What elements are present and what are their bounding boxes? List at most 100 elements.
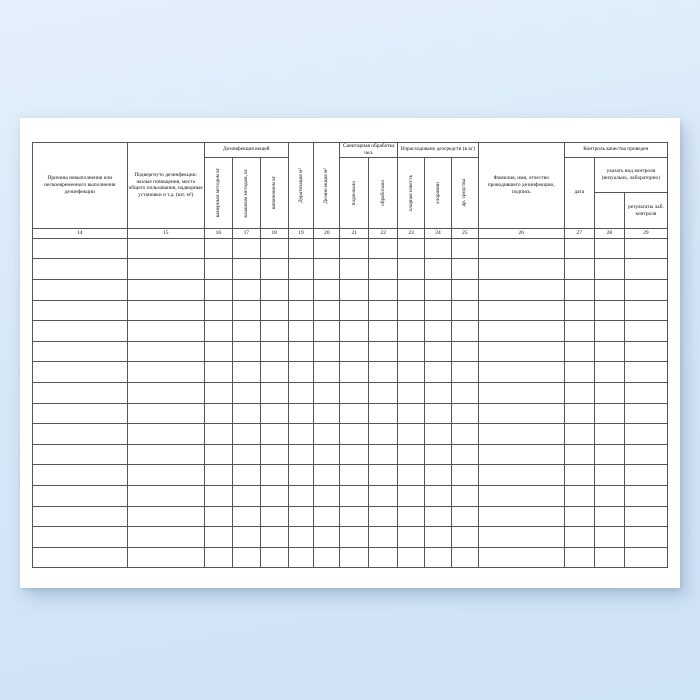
table-cell[interactable] [368, 340, 399, 363]
table-cell[interactable] [259, 279, 289, 301]
table-cell[interactable] [313, 484, 341, 507]
table-cell[interactable] [259, 484, 289, 507]
table-cell[interactable] [450, 464, 479, 486]
table-cell[interactable] [593, 546, 625, 569]
table-cell[interactable] [593, 464, 625, 486]
table-cell[interactable] [623, 464, 669, 486]
table-cell[interactable] [287, 546, 315, 569]
table-cell[interactable] [593, 484, 625, 507]
table-cell[interactable] [203, 237, 233, 260]
table-cell[interactable] [424, 505, 452, 528]
table-cell[interactable] [563, 484, 595, 507]
table-cell[interactable] [259, 361, 289, 383]
table-cell[interactable] [231, 526, 261, 548]
table-cell[interactable] [126, 299, 205, 322]
table-cell[interactable] [313, 505, 341, 528]
table-cell[interactable] [287, 381, 315, 404]
table-row[interactable] [32, 402, 669, 425]
table-cell[interactable] [313, 361, 341, 383]
table-cell[interactable] [623, 484, 669, 507]
table-cell[interactable] [563, 505, 595, 528]
table-cell[interactable] [313, 299, 341, 322]
table-cell[interactable] [259, 526, 289, 548]
table-cell[interactable] [593, 505, 625, 528]
table-cell[interactable] [397, 299, 426, 322]
table-row[interactable] [32, 381, 669, 404]
table-cell[interactable] [450, 237, 479, 260]
table-cell[interactable] [313, 443, 341, 466]
table-cell[interactable] [368, 237, 399, 260]
table-cell[interactable] [231, 258, 261, 280]
table-cell[interactable] [424, 484, 452, 507]
table-cell[interactable] [424, 381, 452, 404]
table-cell[interactable] [477, 340, 565, 363]
table-cell[interactable] [313, 423, 341, 445]
table-cell[interactable] [231, 443, 261, 466]
table-cell[interactable] [126, 279, 205, 301]
table-cell[interactable] [126, 484, 205, 507]
table-cell[interactable] [231, 402, 261, 425]
table-cell[interactable] [563, 340, 595, 363]
table-cell[interactable] [623, 299, 669, 322]
table-cell[interactable] [287, 361, 315, 383]
table-row[interactable] [32, 361, 669, 383]
table-cell[interactable] [424, 464, 452, 486]
table-cell[interactable] [477, 402, 565, 425]
table-cell[interactable] [287, 464, 315, 486]
table-cell[interactable] [450, 361, 479, 383]
table-cell[interactable] [563, 320, 595, 342]
table-cell[interactable] [450, 526, 479, 548]
table-cell[interactable] [368, 423, 399, 445]
table-cell[interactable] [397, 361, 426, 383]
table-cell[interactable] [231, 279, 261, 301]
table-cell[interactable] [563, 299, 595, 322]
table-cell[interactable] [623, 361, 669, 383]
table-cell[interactable] [424, 361, 452, 383]
table-cell[interactable] [397, 237, 426, 260]
table-cell[interactable] [593, 258, 625, 280]
table-cell[interactable] [203, 340, 233, 363]
table-cell[interactable] [450, 299, 479, 322]
table-cell[interactable] [339, 279, 370, 301]
table-cell[interactable] [397, 320, 426, 342]
table-cell[interactable] [450, 505, 479, 528]
table-cell[interactable] [32, 381, 128, 404]
table-cell[interactable] [126, 237, 205, 260]
table-cell[interactable] [563, 546, 595, 569]
table-cell[interactable] [563, 258, 595, 280]
table-cell[interactable] [231, 237, 261, 260]
table-cell[interactable] [477, 258, 565, 280]
table-cell[interactable] [32, 505, 128, 528]
table-row[interactable] [32, 526, 669, 548]
table-cell[interactable] [593, 320, 625, 342]
table-cell[interactable] [563, 361, 595, 383]
table-cell[interactable] [339, 381, 370, 404]
table-cell[interactable] [424, 526, 452, 548]
table-cell[interactable] [126, 443, 205, 466]
table-cell[interactable] [397, 526, 426, 548]
table-row[interactable] [32, 546, 669, 569]
table-cell[interactable] [259, 402, 289, 425]
table-cell[interactable] [126, 340, 205, 363]
table-cell[interactable] [339, 320, 370, 342]
table-row[interactable] [32, 258, 669, 280]
table-cell[interactable] [203, 464, 233, 486]
table-cell[interactable] [593, 279, 625, 301]
table-cell[interactable] [313, 320, 341, 342]
table-cell[interactable] [397, 443, 426, 466]
table-cell[interactable] [126, 258, 205, 280]
table-cell[interactable] [477, 464, 565, 486]
table-cell[interactable] [339, 237, 370, 260]
table-cell[interactable] [203, 423, 233, 445]
table-cell[interactable] [287, 237, 315, 260]
table-cell[interactable] [203, 279, 233, 301]
table-cell[interactable] [32, 402, 128, 425]
table-cell[interactable] [32, 423, 128, 445]
table-cell[interactable] [424, 237, 452, 260]
table-cell[interactable] [32, 340, 128, 363]
table-cell[interactable] [424, 258, 452, 280]
table-cell[interactable] [450, 381, 479, 404]
table-cell[interactable] [287, 258, 315, 280]
table-cell[interactable] [339, 423, 370, 445]
table-cell[interactable] [397, 423, 426, 445]
